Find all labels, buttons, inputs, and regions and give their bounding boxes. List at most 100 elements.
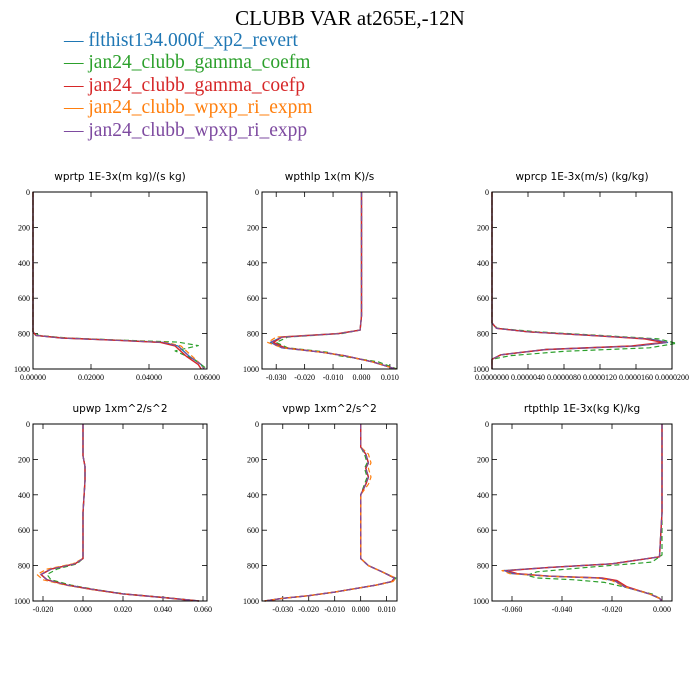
panel-title: wprtp 1E-3x(m kg)/(s kg) [54, 171, 185, 183]
y-tick-label: 800 [477, 330, 489, 339]
y-tick-label: 800 [18, 562, 30, 571]
panel-3: wprcp 1E-3x(m/s) (kg/kg) 0 200 400 600 800 100… [473, 171, 689, 382]
y-tick-label: 200 [247, 455, 259, 464]
legend-label: jan24_clubb_wpxp_ri_expp [88, 119, 308, 141]
legend-entry-1: — flthist134.000f_xp2_revert [64, 30, 313, 52]
y-tick-label: 400 [477, 259, 489, 268]
legend-entry-3: — jan24_clubb_gamma_coefp [64, 75, 313, 97]
y-tick-label: 200 [477, 223, 489, 232]
x-tick-label: 0.04000 [136, 373, 162, 382]
y-tick-label: 400 [18, 259, 30, 268]
y-tick-label: 0 [26, 420, 30, 429]
y-tick-label: 400 [247, 259, 259, 268]
legend-entry-5: — jan24_clubb_wpxp_ri_expp [64, 120, 313, 142]
x-tick-label: 0.0000040 [511, 373, 545, 382]
x-tick-label: -0.040 [552, 605, 573, 614]
series-line-4 [264, 424, 397, 602]
y-tick-label: 600 [18, 526, 30, 535]
legend-line-marker: — [64, 52, 84, 74]
x-tick-label: -0.060 [502, 605, 523, 614]
y-tick-label: 400 [18, 491, 30, 500]
legend-label: jan24_clubb_gamma_coefm [88, 52, 311, 74]
y-tick-label: 0 [255, 420, 259, 429]
series-line-5 [32, 192, 205, 370]
panel-title: vpwp 1xm^2/s^2 [282, 403, 377, 415]
series-line-2 [32, 192, 208, 370]
x-tick-label: 0.040 [154, 605, 172, 614]
y-tick-label: 400 [247, 491, 259, 500]
x-tick-label: 0.000 [74, 605, 92, 614]
y-tick-label: 600 [18, 294, 30, 303]
x-tick-label: -0.020 [294, 373, 315, 382]
y-tick-label: 600 [477, 526, 489, 535]
x-tick-label: 0.000 [653, 605, 671, 614]
y-tick-label: 0 [255, 188, 259, 197]
y-tick-label: 600 [247, 294, 259, 303]
x-tick-label: 0.060 [194, 605, 212, 614]
series-line-1 [264, 424, 396, 602]
series-line-4 [36, 424, 200, 602]
panel-2: wpthlp 1x(m K)/s02004006008001000-0.030-… [243, 171, 399, 382]
series-line-4 [501, 424, 663, 602]
legend-line-marker: — [64, 97, 84, 119]
y-tick-label: 800 [477, 562, 489, 571]
panel-5: vpwp 1xm^2/s^2 0 200 400 600 800 1000 -0.030 -0.… [243, 403, 398, 614]
y-tick-label: 200 [247, 223, 259, 232]
x-tick-label: -0.020 [33, 605, 54, 614]
x-tick-label: -0.010 [324, 605, 345, 614]
x-tick-label: 0.0000120 [583, 373, 617, 382]
series-line-2 [46, 424, 200, 602]
legend-entry-2: — jan24_clubb_gamma_coefm [64, 52, 313, 74]
series-line-3 [491, 192, 664, 369]
y-tick-label: 1000 [473, 597, 489, 606]
panel-1: wprtp 1E-3x(m kg)/(s kg) 0 200 400 600 800 100… [14, 171, 220, 382]
x-tick-label: 0.06000 [194, 373, 220, 382]
panel-6: rtpthlp 1E-3x(kg K)/kg 0 200 400 600 800 1000 -… [473, 403, 673, 614]
panel-title: wprcp 1E-3x(m/s) (kg/kg) [515, 171, 648, 183]
x-tick-label: 0.0000160 [619, 373, 653, 382]
series-line-1 [40, 424, 200, 602]
series-line-3 [264, 424, 396, 602]
x-tick-label: 0.010 [378, 605, 396, 614]
plot-frame [491, 191, 673, 370]
y-tick-label: 0 [485, 420, 489, 429]
series-line-2 [264, 424, 397, 602]
legend-line-marker: — [64, 30, 84, 51]
panel-title: upwp 1xm^2/s^2 [73, 403, 168, 415]
x-tick-label: 0.020 [114, 605, 132, 614]
y-tick-label: 1000 [243, 365, 259, 374]
figure-title: CLUBB VAR at265E,-12N [235, 6, 465, 30]
y-tick-label: 800 [247, 562, 259, 571]
y-tick-label: 1000 [14, 597, 30, 606]
x-tick-label: -0.020 [602, 605, 623, 614]
y-tick-label: 600 [477, 294, 489, 303]
series-line-5 [503, 424, 663, 602]
plot-frame [491, 423, 673, 602]
legend-line-marker: — [64, 74, 84, 96]
x-tick-label: -0.030 [266, 373, 287, 382]
plot-frame [261, 191, 398, 370]
series-line-1 [32, 192, 205, 370]
x-tick-label: 0.000 [352, 605, 370, 614]
series-line-1 [269, 192, 396, 370]
series-line-1 [491, 192, 669, 369]
plot-frame [32, 191, 208, 370]
legend-label: flthist134.000f_xp2_revert [88, 30, 298, 51]
series-line-5 [264, 424, 395, 602]
y-tick-label: 1000 [243, 597, 259, 606]
series-line-2 [526, 424, 663, 602]
series-line-4 [32, 192, 205, 370]
y-tick-label: 400 [477, 491, 489, 500]
y-tick-label: 1000 [473, 365, 489, 374]
series-line-3 [40, 424, 200, 602]
x-tick-label: 0.0000080 [547, 373, 581, 382]
panel-title: rtpthlp 1E-3x(kg K)/kg [524, 403, 640, 415]
y-tick-label: 200 [18, 455, 30, 464]
y-tick-label: 200 [477, 455, 489, 464]
series-line-5 [40, 424, 200, 602]
x-tick-label: 0.000 [352, 373, 370, 382]
plot-frame [32, 423, 208, 602]
x-tick-label: -0.010 [323, 373, 344, 382]
y-tick-label: 0 [485, 188, 489, 197]
